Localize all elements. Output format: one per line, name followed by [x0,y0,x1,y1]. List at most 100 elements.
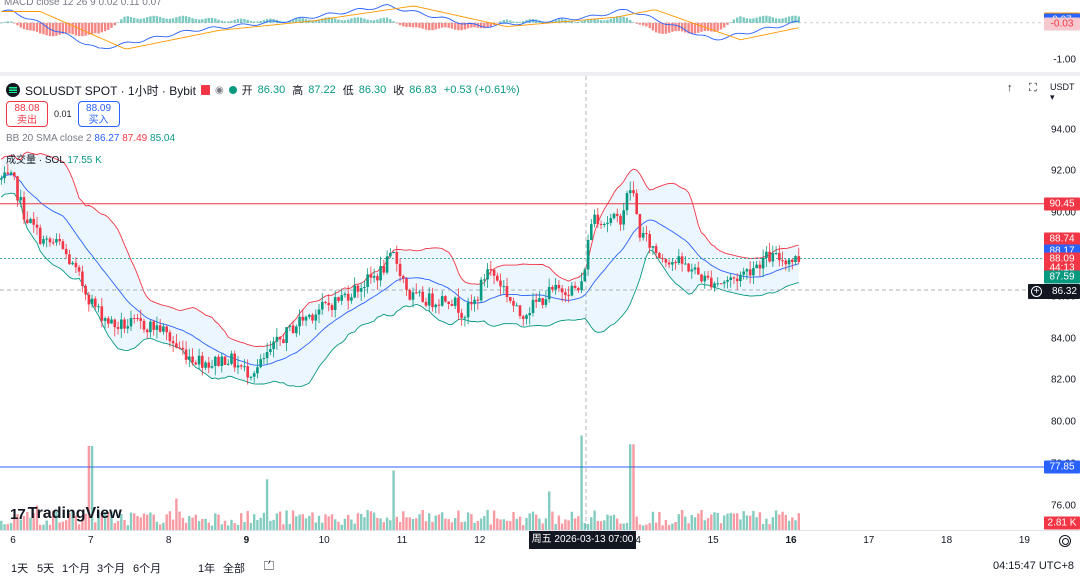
candle-body [265,352,269,359]
volume-bar [330,514,334,530]
tradingview-mark-icon: 17 [10,505,26,523]
range-1y-button[interactable]: 1年 [198,563,216,575]
macd-histogram-bar [752,18,755,23]
macd-histogram-bar [590,18,593,23]
candle-body [84,285,87,295]
macd-histogram-bar [460,22,463,31]
candle-body [48,238,52,243]
candle-body [415,292,418,294]
macd-histogram-bar [123,16,126,23]
candle-body [298,316,301,327]
candle-body [505,286,509,297]
range-6m-button[interactable]: 6个月 [133,563,162,575]
volume-bar [671,523,674,530]
macd-histogram-bar [713,22,716,32]
settings-icon[interactable] [1059,535,1071,547]
volume-bar [541,523,544,530]
volume-bar [411,519,415,530]
volume-bar [745,515,749,530]
tradingview-logo[interactable]: 17 TradingView [10,505,122,523]
eye-icon[interactable]: ◉ [214,84,224,96]
range-all-button[interactable]: 全部 [223,563,245,575]
macd-histogram-bar [363,18,366,23]
price-chart[interactable] [0,76,1044,530]
macd-histogram-bar [97,22,100,34]
candle-body [353,285,356,298]
volume-bar [787,520,791,530]
bollinger-legend[interactable]: BB 20 SMA close 2 86.27 87.49 85.04 [6,133,175,144]
macd-pane[interactable] [0,0,1044,72]
candle-body [129,318,133,327]
pane-separator[interactable] [0,72,1080,76]
volume-bar [667,525,671,530]
volume-bar [590,517,593,530]
currency-select[interactable]: USDT ▾ [1050,82,1080,103]
volume-bar [454,518,457,530]
arrow-up-icon[interactable]: ↑ [1007,82,1013,94]
volume-bar [586,524,590,530]
macd-histogram-bar [645,22,648,27]
macd-histogram-bar [353,17,356,23]
volume-bar [149,512,152,530]
candle-body [330,305,334,310]
volume-bar [466,512,470,530]
candle-body [379,266,382,281]
candle-body [528,313,531,316]
volume-bar [100,512,103,530]
volume-bar [120,514,123,530]
candle-body [771,253,775,262]
candle-body [596,214,600,224]
candle-body [700,274,703,282]
candle-body [226,363,230,365]
candle-body [123,319,126,329]
time-tick: 17 [863,535,875,546]
candle-body [210,366,214,368]
macd-histogram-bar [194,19,197,23]
clock[interactable]: 04:15:47 UTC+8 [992,560,1074,572]
macd-histogram-bar [457,22,460,31]
candle-body [564,292,567,296]
macd-histogram-bar [418,22,421,28]
candle-body [570,285,574,296]
price-axis[interactable]: 94.0092.0090.0088.0086.0084.0082.0080.00… [1044,0,1080,530]
candle-body [486,269,489,280]
range-1m-button[interactable]: 1个月 [62,563,91,575]
candle-body [346,293,350,301]
candle-body [774,253,778,254]
time-axis-separator [0,530,1080,531]
volume-bar [227,525,230,530]
price-tick: 76.00 [1050,500,1076,512]
volume-bar [301,514,304,530]
macd-histogram-bar [651,22,655,31]
fullscreen-icon[interactable]: ⛶ [1029,82,1037,94]
buy-button[interactable]: 88.09 买入 [77,101,120,127]
flag-icon[interactable] [200,85,210,95]
macd-histogram-bar [736,17,739,23]
candle-body [311,314,314,321]
macd-histogram-bar [162,18,165,23]
candle-body [710,277,713,288]
range-5d-button[interactable]: 5天 [37,563,55,575]
volume-bar [447,519,450,530]
symbol-title[interactable]: SOLUSDT SPOT · 1小时 · Bybit [25,83,196,98]
date-range-icon[interactable]: ⏍ [264,558,274,573]
macd-histogram-bar [110,22,113,28]
time-axis[interactable]: 6789101112141516171819 [0,530,1044,552]
plus-icon[interactable]: + [1031,286,1042,297]
volume-legend[interactable]: 成交量 · SOL 17.55 K [6,151,102,166]
volume-bar [567,520,570,530]
open-value: 86.30 [257,84,286,96]
volume-bar [155,521,159,530]
volume-bar [285,510,288,530]
candle-body [538,298,541,302]
high-label: 高 [292,85,304,97]
macd-histogram-bar [398,22,402,26]
time-tick: 10 [318,535,330,546]
volume-bar [749,515,752,530]
candle-body [518,305,522,317]
candle-body [719,283,723,285]
sell-button[interactable]: 88.08 卖出 [6,101,48,127]
range-3m-button[interactable]: 3个月 [97,563,126,575]
candle-body [217,356,220,366]
range-1d-button[interactable]: 1天 [11,563,29,575]
